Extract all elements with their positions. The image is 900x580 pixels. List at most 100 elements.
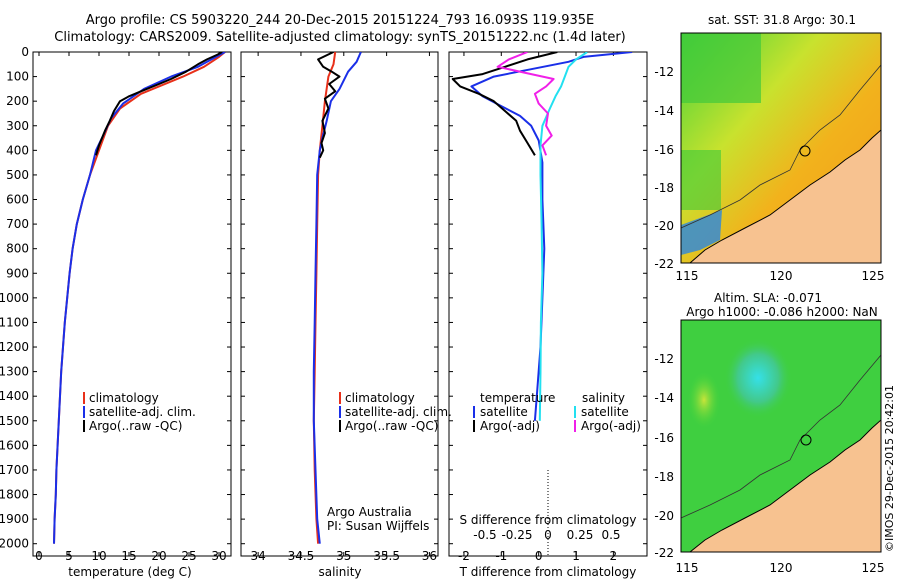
depth-tick-label: 700: [6, 217, 29, 231]
depth-tick-label: 1600: [0, 438, 29, 452]
x-tick-label: -1: [495, 549, 507, 563]
sst-green-patch: [681, 33, 761, 103]
x-tick-label: 1: [572, 549, 580, 563]
depth-tick-label: 300: [6, 119, 29, 133]
map-ytick-label: -12: [654, 65, 674, 79]
depth-tick-label: 400: [6, 143, 29, 157]
series-line-salinity-argo: [496, 52, 555, 156]
salinity-lines: [312, 52, 362, 544]
sla-map-title-1: Altim. SLA: -0.071: [714, 291, 822, 305]
top-tick-label: 0.25: [567, 528, 594, 542]
depth-tick-label: 2000: [0, 537, 29, 551]
x-tick-label: 2: [610, 549, 618, 563]
depth-tick-label: 1700: [0, 463, 29, 477]
top-tick-label: 0: [544, 528, 552, 542]
legend-title-salinity: salinity: [582, 391, 625, 405]
top-tick-label: -0.5: [473, 528, 496, 542]
map-xtick-label: 120: [770, 269, 793, 283]
top-tick-label: 0.5: [601, 528, 620, 542]
sst-cold-coast: [681, 210, 722, 255]
difference-xlabel: T difference from climatology: [459, 565, 637, 579]
series-line-argo: [95, 52, 223, 156]
legend-label: satellite: [581, 405, 629, 419]
credit-annotation-2: PI: Susan Wijffels: [327, 519, 429, 533]
legend-label: satellite-adj. clim.: [89, 405, 196, 419]
sla-map: [681, 320, 881, 552]
map-ytick-label: -14: [654, 391, 674, 405]
sla-map-frame: [680, 319, 882, 553]
map-ytick-label: -22: [654, 257, 674, 271]
map-xtick-label: 115: [676, 269, 699, 283]
x-tick-label: 0: [35, 549, 43, 563]
map-ytick-label: -18: [654, 181, 674, 195]
x-tick-label: 30: [211, 549, 226, 563]
map-ytick-label: -12: [654, 352, 674, 366]
legend-label: Argo(..raw -QC): [89, 419, 182, 433]
difference-legend: temperature salinity satellite Argo(-adj…: [473, 391, 641, 433]
depth-tick-label: 900: [6, 266, 29, 280]
sst-isobath: [681, 64, 881, 229]
sla-map-title-2: Argo h1000: -0.086 h2000: NaN: [686, 305, 878, 319]
sla-map-xticks: 115 120 125: [676, 561, 885, 575]
depth-tick-label: 1200: [0, 340, 29, 354]
depth-tick-label: 1000: [0, 291, 29, 305]
map-ytick-label: -16: [654, 143, 674, 157]
salinity-legend: climatology satellite-adj. clim. Argo(..…: [327, 391, 452, 533]
x-tick-label: 34: [250, 549, 265, 563]
depth-tick-label: 500: [6, 168, 29, 182]
series-line-temperature-satellite: [470, 52, 633, 421]
imos-credit: ©IMOS 29-Dec-2015 20:42:01: [883, 385, 896, 552]
legend-label: satellite-adj. clim.: [345, 405, 452, 419]
sst-map-frame: [680, 32, 882, 264]
legend-label: satellite: [480, 405, 528, 419]
difference-axis-ticks: -2 -1 0 1 2: [449, 51, 647, 563]
sst-map-title: sat. SST: 31.8 Argo: 30.1: [708, 13, 856, 27]
sla-map-yticks: -12 -14 -16 -18 -20 -22: [654, 352, 674, 560]
x-tick-label: 35.5: [373, 549, 400, 563]
sst-green-patch: [681, 150, 721, 210]
sla-yellow-anomaly: [688, 372, 720, 428]
map-xtick-label: 115: [676, 561, 699, 575]
sla-isobath: [681, 354, 881, 519]
map-xtick-label: 125: [862, 269, 885, 283]
credit-annotation-1: Argo Australia: [327, 505, 412, 519]
difference-top-ticks: -0.5 -0.25 0 0.25 0.5: [473, 528, 620, 542]
sst-map: [681, 33, 881, 263]
depth-axis-labels: 0 100 200 300 400 500 600 700 800 900 1000 1100 1200…: [0, 45, 29, 551]
sla-blue-anomaly: [724, 338, 792, 418]
header-line-2: Climatology: CARS2009. Satellite-adjuste…: [54, 30, 626, 45]
x-tick-label: 20: [151, 549, 166, 563]
map-ytick-label: -20: [654, 219, 674, 233]
series-line-satellite: [53, 52, 226, 544]
series-line-argo: [317, 52, 341, 159]
map-ytick-label: -14: [654, 104, 674, 118]
depth-tick-label: 800: [6, 242, 29, 256]
depth-tick-label: 200: [6, 94, 29, 108]
salinity-axis-ticks: 34 34.5 35 35.5 36: [241, 51, 438, 563]
temperature-axis-ticks: 0 5 10 15 20 25 30: [33, 51, 231, 563]
map-xtick-label: 125: [862, 561, 885, 575]
difference-lines: [451, 52, 633, 421]
sst-argo-location-marker: [799, 145, 811, 157]
map-xtick-label: 120: [770, 561, 793, 575]
series-line-temperature-argo: [451, 52, 558, 156]
sla-land: [689, 419, 881, 552]
map-ytick-label: -16: [654, 431, 674, 445]
legend-label: climatology: [345, 391, 415, 405]
depth-tick-label: 1800: [0, 488, 29, 502]
map-ytick-label: -22: [654, 546, 674, 560]
legend-label: Argo(-adj): [480, 419, 540, 433]
x-tick-label: 5: [65, 549, 73, 563]
depth-tick-label: 0: [21, 45, 29, 59]
sst-land: [689, 129, 881, 263]
legend-title-temperature: temperature: [480, 391, 555, 405]
sst-map-xticks: 115 120 125: [676, 269, 885, 283]
map-ytick-label: -20: [654, 509, 674, 523]
x-tick-label: 36: [422, 549, 437, 563]
top-tick-label: -0.25: [501, 528, 532, 542]
difference-panel-frame: [448, 51, 648, 557]
sla-argo-location-marker: [800, 434, 812, 446]
series-line-climatology: [53, 52, 226, 544]
